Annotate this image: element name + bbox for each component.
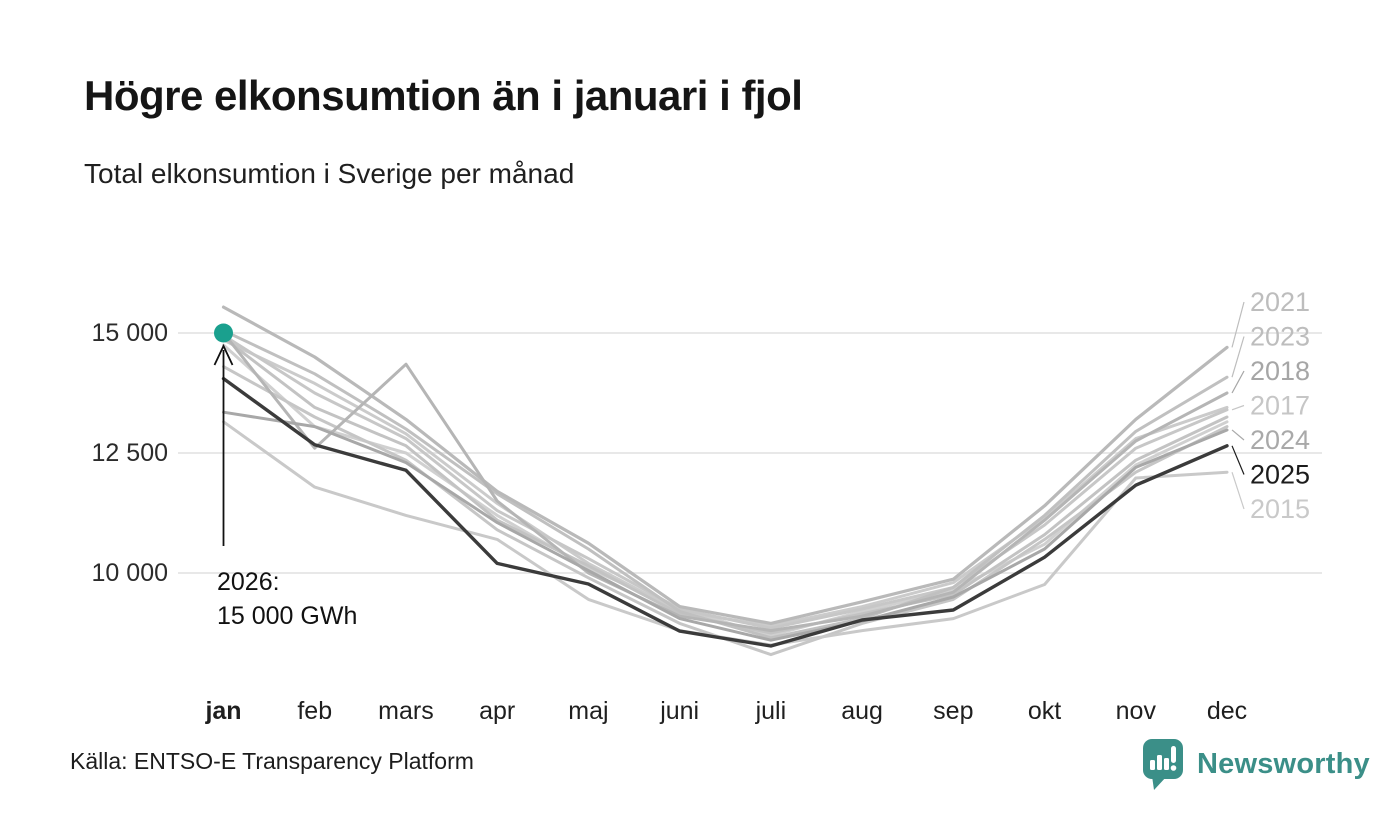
series-end-label-2021: 2021 xyxy=(1250,287,1310,317)
label-leader-line-2015 xyxy=(1231,472,1245,510)
label-leader-line-2023 xyxy=(1231,336,1245,378)
label-leader-line-2024 xyxy=(1231,429,1245,441)
label-leader-line-2021 xyxy=(1231,301,1245,348)
x-axis-tick-label-apr: apr xyxy=(479,697,515,725)
y-axis-tick-label: 10 000 xyxy=(92,559,168,587)
newsworthy-logo: Newsworthy xyxy=(1141,739,1370,790)
x-axis-tick-label-juli: juli xyxy=(755,697,787,725)
series-line-2023 xyxy=(222,329,1229,640)
series-end-label-2017: 2017 xyxy=(1250,391,1310,421)
x-axis-tick-label-jan: jan xyxy=(204,697,241,725)
series-end-label-2025: 2025 xyxy=(1250,460,1310,490)
x-axis-tick-label-okt: okt xyxy=(1028,697,1061,725)
x-axis-tick-label-nov: nov xyxy=(1116,697,1157,725)
series-line-2021 xyxy=(221,305,1229,626)
chart-subtitle: Total elkonsumtion i Sverige per månad xyxy=(84,158,575,189)
x-axis-tick-label-dec: dec xyxy=(1207,697,1247,725)
series-end-label-2024: 2024 xyxy=(1250,425,1310,455)
x-axis-tick-label-aug: aug xyxy=(841,697,883,725)
chart-title: Högre elkonsumtion än i januari i fjol xyxy=(84,72,803,119)
label-leader-line-2017 xyxy=(1231,404,1245,411)
newsworthy-logo-icon xyxy=(1143,739,1183,790)
annotation-arrow-head xyxy=(213,343,234,366)
x-axis-tick-label-juni: juni xyxy=(659,697,699,725)
series-end-label-2015: 2015 xyxy=(1250,494,1310,524)
series-line-2025 xyxy=(221,376,1229,648)
annotation-line1: 2026: xyxy=(217,568,280,596)
series-end-label-2023: 2023 xyxy=(1250,322,1310,352)
y-axis-tick-label: 12 500 xyxy=(92,439,168,467)
newsworthy-logo-text: Newsworthy xyxy=(1197,747,1370,780)
series-line-2018 xyxy=(222,331,1229,633)
series-line-2024 xyxy=(222,410,1229,642)
x-axis-tick-label-sep: sep xyxy=(933,697,973,725)
x-axis-tick-label-feb: feb xyxy=(297,697,332,725)
x-axis-tick-label-mars: mars xyxy=(378,697,434,725)
label-leader-line-2025 xyxy=(1231,445,1245,475)
y-axis-tick-label: 15 000 xyxy=(92,319,168,347)
x-axis-tick-label-maj: maj xyxy=(568,697,608,725)
annotation-line2: 15 000 GWh xyxy=(217,602,357,630)
label-leader-line-2018 xyxy=(1231,370,1245,394)
source-note: Källa: ENTSO-E Transparency Platform xyxy=(70,748,474,774)
series-line-2017 xyxy=(222,333,1229,630)
series-line-2019 xyxy=(222,338,1229,628)
highlight-point xyxy=(214,323,233,343)
series-end-label-2018: 2018 xyxy=(1250,356,1310,386)
